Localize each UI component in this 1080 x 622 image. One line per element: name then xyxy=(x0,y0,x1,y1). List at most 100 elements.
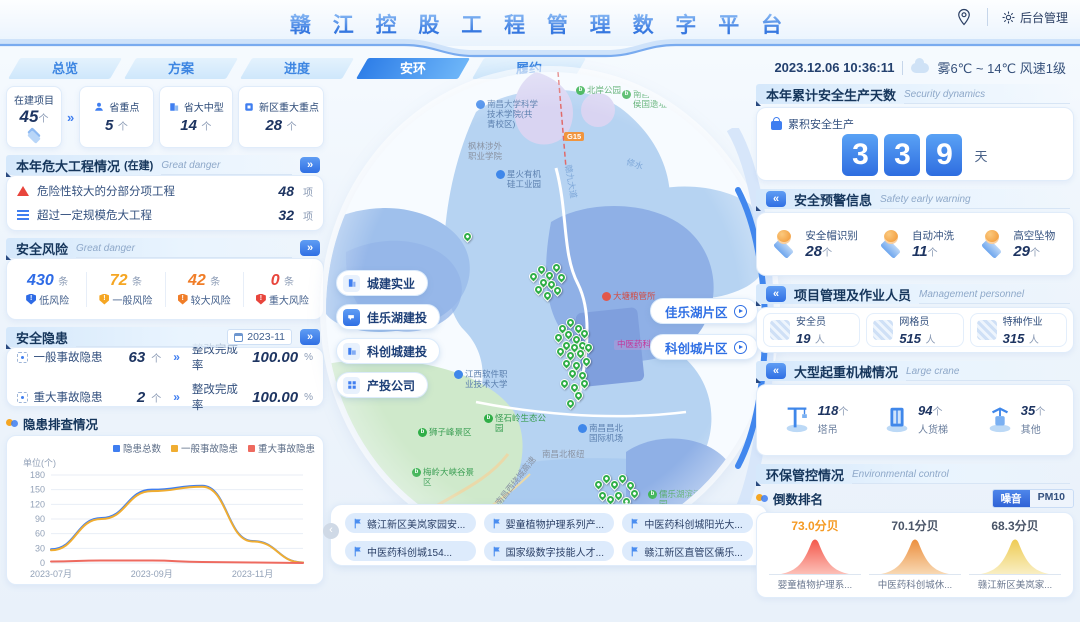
stat-card-projects: 在建项目 45个 xyxy=(6,86,62,148)
target-icon xyxy=(17,351,28,363)
carousel-item[interactable]: 中医药科创城阳光大... xyxy=(622,513,753,533)
admin-label: 后台管理 xyxy=(1019,10,1068,25)
org-button-chantou[interactable]: 产投公司 xyxy=(336,372,429,398)
panel-header: 安全风险 Great danger » xyxy=(6,238,324,260)
org-button-jialehu[interactable]: 佳乐湖建投 xyxy=(336,304,441,330)
map-label: b 狮子峰景区 xyxy=(418,427,472,438)
shield-icon: ! xyxy=(255,293,266,305)
dots-icon xyxy=(756,494,768,502)
org-buttons: 城建实业 佳乐湖建投 科创城建投 产投公司 xyxy=(336,270,441,398)
toggle-pm10[interactable]: PM10 xyxy=(1029,489,1073,507)
panel-hidden-danger: 安全隐患 2023-11 » 一般事故隐患 63 个 » 整改完成率 100.00… xyxy=(6,327,324,412)
svg-text:2023-11月: 2023-11月 xyxy=(232,569,273,579)
stat-card-province-key: 省重点 5 个 xyxy=(79,86,154,148)
toggle-noise[interactable]: 噪音 xyxy=(992,489,1030,507)
district-button-kechuangcheng[interactable]: 科创城片区 xyxy=(650,334,758,360)
tab-plan[interactable]: 方案 xyxy=(130,58,232,79)
building-icon xyxy=(343,274,360,292)
panel-crane: « 大型起重机械情况 Large crane 118个 塔吊 94个 人货梯 35个… xyxy=(756,361,1074,456)
warning-helmet: 安全帽识别 28个 xyxy=(763,228,864,261)
more-button[interactable]: » xyxy=(300,240,320,256)
helmet-icon xyxy=(769,229,799,259)
back-button[interactable]: « xyxy=(766,191,786,207)
panel-major-danger: 本年危大工程情况 (在建) Great danger » 危险性较大的分部分项工… xyxy=(6,155,324,231)
carousel-item[interactable]: 国家级数字技能人才... xyxy=(483,541,615,561)
gear-icon xyxy=(1002,11,1015,24)
carousel-prev-button[interactable]: ‹ xyxy=(323,523,339,539)
rank-label: 倒数排名 xyxy=(773,492,824,507)
carousel-item[interactable]: 赣江新区美岚家园安... xyxy=(345,513,476,533)
crane-tower: 118个 塔吊 xyxy=(765,402,865,438)
map-label: b 北岸公园 xyxy=(576,85,621,96)
month-picker[interactable]: 2023-11 xyxy=(227,329,292,345)
back-button[interactable]: « xyxy=(766,286,786,302)
svg-text:30: 30 xyxy=(35,543,45,553)
map-label: 大塘粮管所 xyxy=(602,291,656,302)
map-label: 南昌大学科学技术学院(共青校区) xyxy=(476,99,538,129)
svg-text:150: 150 xyxy=(30,485,45,495)
svg-text:2023-09月: 2023-09月 xyxy=(131,569,173,579)
grid-icon xyxy=(343,376,360,394)
city-icon xyxy=(343,342,360,360)
admin-button[interactable]: 后台管理 xyxy=(1002,9,1068,26)
map-label: 南昌昌北国际机场 xyxy=(578,423,624,444)
page-title: 赣 江 控 股 工 程 管 理 数 字 平 台 xyxy=(0,9,1080,39)
top-header: 赣 江 控 股 工 程 管 理 数 字 平 台 后台管理 xyxy=(0,0,1080,46)
line-chart: 0 30 60 90 120 150 180 单位(个) 2023-07月 2023-09月 202… xyxy=(23,457,304,579)
water-drop-icon xyxy=(876,229,906,259)
carousel-item[interactable]: 中医药科创城154... xyxy=(345,541,476,561)
back-button[interactable]: « xyxy=(766,363,786,379)
map-label: 枫林涉外职业学院 xyxy=(468,141,503,161)
wave-icon xyxy=(343,308,360,326)
svg-text:单位(个): 单位(个) xyxy=(23,457,56,468)
datetime: 2023.12.06 10:36:11 xyxy=(774,60,895,75)
hoist-icon xyxy=(882,403,912,438)
personnel-safety: 安全员 19 人 xyxy=(763,313,861,347)
legend-item: 重大事故隐患 xyxy=(247,441,315,455)
flag-icon xyxy=(492,546,502,557)
tab-overview[interactable]: 总览 xyxy=(14,58,116,79)
header-actions: 后台管理 xyxy=(955,8,1068,26)
falling-object-icon xyxy=(977,229,1007,259)
location-person-icon[interactable] xyxy=(955,8,973,26)
flag-icon xyxy=(353,518,363,529)
org-button-kechuangcheng[interactable]: 科创城建投 xyxy=(336,338,441,364)
map-label: 江西软件职业技术大学 xyxy=(454,369,508,390)
carousel-item[interactable]: 婴童植物护理系列产... xyxy=(483,513,615,533)
map-label: 星火有机硅工业园 xyxy=(496,169,544,190)
warning-wash: 自动冲洗 11个 xyxy=(864,228,965,261)
panel-header: 环保管控情况 Environmental control xyxy=(756,464,1074,486)
personnel-special: 特种作业 315 人 xyxy=(969,313,1067,347)
park-pin-icon: b xyxy=(622,90,631,99)
project-stats: 在建项目 45个 » 省重点 5 个 省大中型 14 个 新区重大重点 28 个 xyxy=(6,86,325,148)
person-icon xyxy=(93,101,105,113)
flag-icon xyxy=(630,546,640,557)
briefcase-icon xyxy=(771,117,782,130)
district-button-jialehu[interactable]: 佳乐湖片区 xyxy=(650,298,758,324)
carousel-item[interactable]: 赣江新区直管区儒乐... xyxy=(622,541,753,561)
tower-crane-icon xyxy=(782,403,812,438)
avatar xyxy=(873,320,894,340)
legend-item: 隐患总数 xyxy=(112,441,161,455)
peak-shape xyxy=(980,539,1050,575)
left-column: 在建项目 45个 » 省重点 5 个 省大中型 14 个 新区重大重点 28 个… xyxy=(6,86,325,585)
peak-shape xyxy=(780,539,850,575)
risk-low: 430 条 ! 低风险 xyxy=(9,271,88,307)
hidden-danger-row: 一般事故隐患 63 个 » 整改完成率 100.00% xyxy=(17,341,313,373)
peak-shape xyxy=(880,539,950,575)
more-button[interactable]: » xyxy=(300,329,320,345)
map-label: b 梅岭大峡谷景区 xyxy=(412,467,476,488)
panel-safety-risk: 安全风险 Great danger » 430 条 ! 低风险 72 条 ! 一般风… xyxy=(6,238,324,320)
panel-safe-days: 本年累计安全生产天数 Security dynamics 累积安全生产 3 3 … xyxy=(756,84,1074,181)
personnel-grid: 网格员 515 人 xyxy=(866,313,964,347)
flag-icon xyxy=(492,518,502,529)
park-pin-icon: b xyxy=(412,468,421,477)
chart-legend: 隐患总数 一般事故隐患 重大事故隐患 xyxy=(15,441,315,455)
map-label: b 怪石岭生态公园 xyxy=(484,413,548,434)
tab-progress[interactable]: 进度 xyxy=(246,58,348,79)
org-button-chengjian[interactable]: 城建实业 xyxy=(336,270,429,296)
play-icon xyxy=(733,304,747,318)
panel-header: 本年危大工程情况 (在建) Great danger » xyxy=(6,155,324,177)
more-button[interactable]: » xyxy=(300,157,320,173)
